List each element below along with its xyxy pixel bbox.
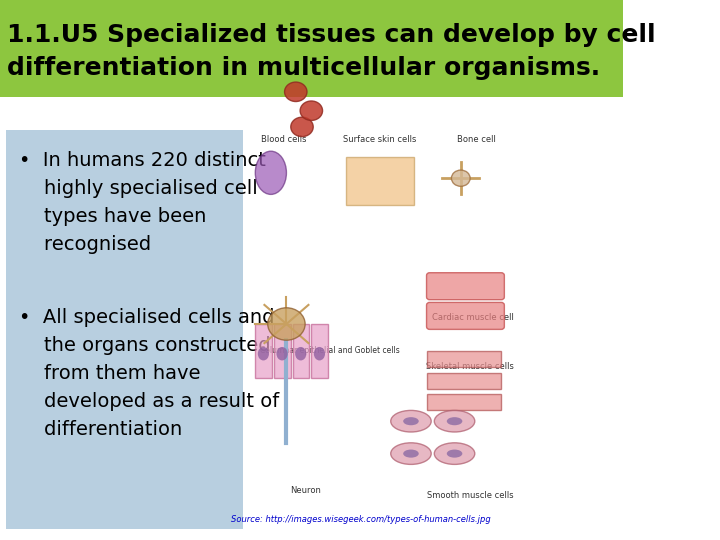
Point <box>251 321 260 327</box>
FancyBboxPatch shape <box>274 324 291 378</box>
FancyBboxPatch shape <box>292 324 310 378</box>
Text: Cardiac muscle cell: Cardiac muscle cell <box>432 313 514 322</box>
FancyBboxPatch shape <box>426 351 501 367</box>
Point <box>282 321 291 327</box>
Ellipse shape <box>447 417 462 426</box>
Ellipse shape <box>434 410 474 432</box>
Point <box>282 321 291 327</box>
Ellipse shape <box>403 449 419 457</box>
Point <box>456 175 465 181</box>
Circle shape <box>291 117 313 137</box>
Point <box>456 159 465 165</box>
Ellipse shape <box>447 449 462 457</box>
FancyBboxPatch shape <box>426 394 501 410</box>
Text: Skeletal muscle cells: Skeletal muscle cells <box>426 362 514 371</box>
Text: Blood cells: Blood cells <box>261 135 306 144</box>
Point <box>282 337 291 343</box>
Text: 1.1.U5 Specialized tissues can develop by cell: 1.1.U5 Specialized tissues can develop b… <box>7 23 656 47</box>
Line: 2 pts: 2 pts <box>264 324 287 343</box>
Ellipse shape <box>258 347 269 361</box>
Point <box>304 340 312 346</box>
FancyBboxPatch shape <box>311 324 328 378</box>
Text: differentiation in multicellular organisms.: differentiation in multicellular organis… <box>7 56 600 79</box>
FancyBboxPatch shape <box>426 302 505 329</box>
Text: •  All specialised cells and
    the organs constructed
    from them have
    d: • All specialised cells and the organs c… <box>19 308 279 439</box>
Point <box>282 321 291 327</box>
Circle shape <box>300 101 323 120</box>
Point <box>456 175 465 181</box>
Text: Neuron: Neuron <box>289 486 320 495</box>
Ellipse shape <box>295 347 306 361</box>
Ellipse shape <box>314 347 325 361</box>
Text: Surface skin cells: Surface skin cells <box>343 135 417 144</box>
FancyBboxPatch shape <box>426 273 505 300</box>
Point <box>456 191 465 198</box>
Ellipse shape <box>256 151 287 194</box>
Line: 2 pts: 2 pts <box>287 305 308 324</box>
FancyBboxPatch shape <box>426 373 501 389</box>
Circle shape <box>284 82 307 102</box>
FancyBboxPatch shape <box>6 130 243 529</box>
Text: Smooth muscle cells: Smooth muscle cells <box>427 491 513 501</box>
Point <box>456 175 465 181</box>
Point <box>304 302 312 308</box>
FancyBboxPatch shape <box>256 324 272 378</box>
Circle shape <box>451 170 470 186</box>
Point <box>282 321 291 327</box>
Point <box>282 321 291 327</box>
Line: 2 pts: 2 pts <box>264 305 287 324</box>
Ellipse shape <box>276 347 288 361</box>
Point <box>282 321 291 327</box>
FancyBboxPatch shape <box>0 0 623 97</box>
Point <box>438 175 446 181</box>
Point <box>475 175 484 181</box>
Ellipse shape <box>403 417 419 426</box>
Ellipse shape <box>434 443 474 464</box>
Point <box>260 302 269 308</box>
Text: •  In humans 220 distinct
    highly specialised cell
    types have been
    re: • In humans 220 distinct highly speciali… <box>19 151 266 254</box>
Ellipse shape <box>391 443 431 464</box>
Point <box>282 440 291 446</box>
FancyBboxPatch shape <box>346 157 414 205</box>
Point <box>282 294 291 300</box>
Text: Columnar epithelial and Goblet cells: Columnar epithelial and Goblet cells <box>260 346 400 355</box>
Point <box>260 340 269 346</box>
Circle shape <box>268 308 305 340</box>
Line: 2 pts: 2 pts <box>287 324 308 343</box>
Point <box>456 175 465 181</box>
Ellipse shape <box>391 410 431 432</box>
Text: Bone cell: Bone cell <box>457 135 496 144</box>
Text: Source: http://images.wisegeek.com/types-of-human-cells.jpg: Source: http://images.wisegeek.com/types… <box>231 515 491 524</box>
